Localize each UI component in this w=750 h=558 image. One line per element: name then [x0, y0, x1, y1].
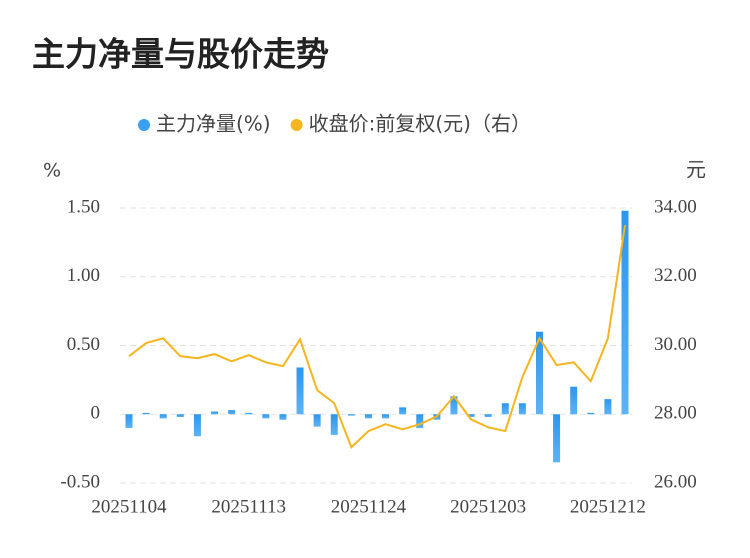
bar	[484, 414, 492, 417]
bar	[347, 414, 355, 416]
legend: 主力净量(%) 收盘价:前复权(元)（右）	[138, 112, 531, 136]
y2-tick-label: 34.00	[654, 196, 697, 217]
y2-tick-label: 32.00	[654, 265, 697, 286]
y2-tick-label: 26.00	[654, 471, 697, 492]
bar	[553, 414, 561, 463]
chart-title: 主力净量与股价走势	[32, 35, 329, 74]
price-line	[128, 225, 626, 449]
bar	[125, 414, 133, 428]
bar	[176, 414, 184, 417]
bar	[535, 331, 543, 415]
bar	[364, 414, 372, 419]
y-tick-label: 1.00	[67, 265, 100, 286]
y-tick-label: 1.50	[67, 196, 100, 217]
bar	[501, 403, 509, 415]
y2-tick-label: 30.00	[654, 334, 697, 355]
y-tick-label: -0.50	[60, 471, 100, 492]
x-tick-label: 20251113	[211, 496, 286, 517]
bar	[604, 399, 612, 415]
x-tick-label: 20251124	[331, 496, 407, 517]
x-tick-label: 20251203	[450, 496, 526, 517]
bar	[330, 414, 338, 435]
bar	[467, 414, 475, 417]
y-tick-label: 0	[91, 403, 101, 424]
y2-tick-label: 28.00	[654, 403, 697, 424]
bar	[228, 410, 236, 415]
bar	[159, 414, 167, 419]
legend-label: 主力净量(%)	[156, 112, 271, 136]
bar	[313, 414, 321, 427]
y2-axis-label: 元	[686, 158, 706, 182]
legend-marker	[290, 119, 303, 131]
bar	[245, 412, 253, 415]
bar	[279, 414, 287, 420]
bar	[570, 386, 578, 415]
y-tick-label: 0.50	[67, 334, 100, 355]
bar	[399, 407, 407, 415]
bar	[450, 396, 458, 415]
bar	[262, 414, 270, 419]
x-tick-label: 20251104	[91, 496, 167, 517]
legend-marker	[138, 119, 150, 131]
bar	[142, 412, 150, 415]
bar	[296, 367, 304, 415]
y-axis-label: %	[43, 160, 61, 182]
bar	[211, 411, 219, 415]
x-tick-label: 20251212	[570, 496, 646, 517]
bar	[193, 414, 201, 437]
legend-label: 收盘价:前复权(元)（右）	[309, 112, 531, 136]
bar	[621, 210, 629, 415]
bar	[416, 414, 424, 428]
bar	[382, 414, 390, 419]
bar	[518, 403, 526, 415]
bar	[587, 412, 595, 415]
